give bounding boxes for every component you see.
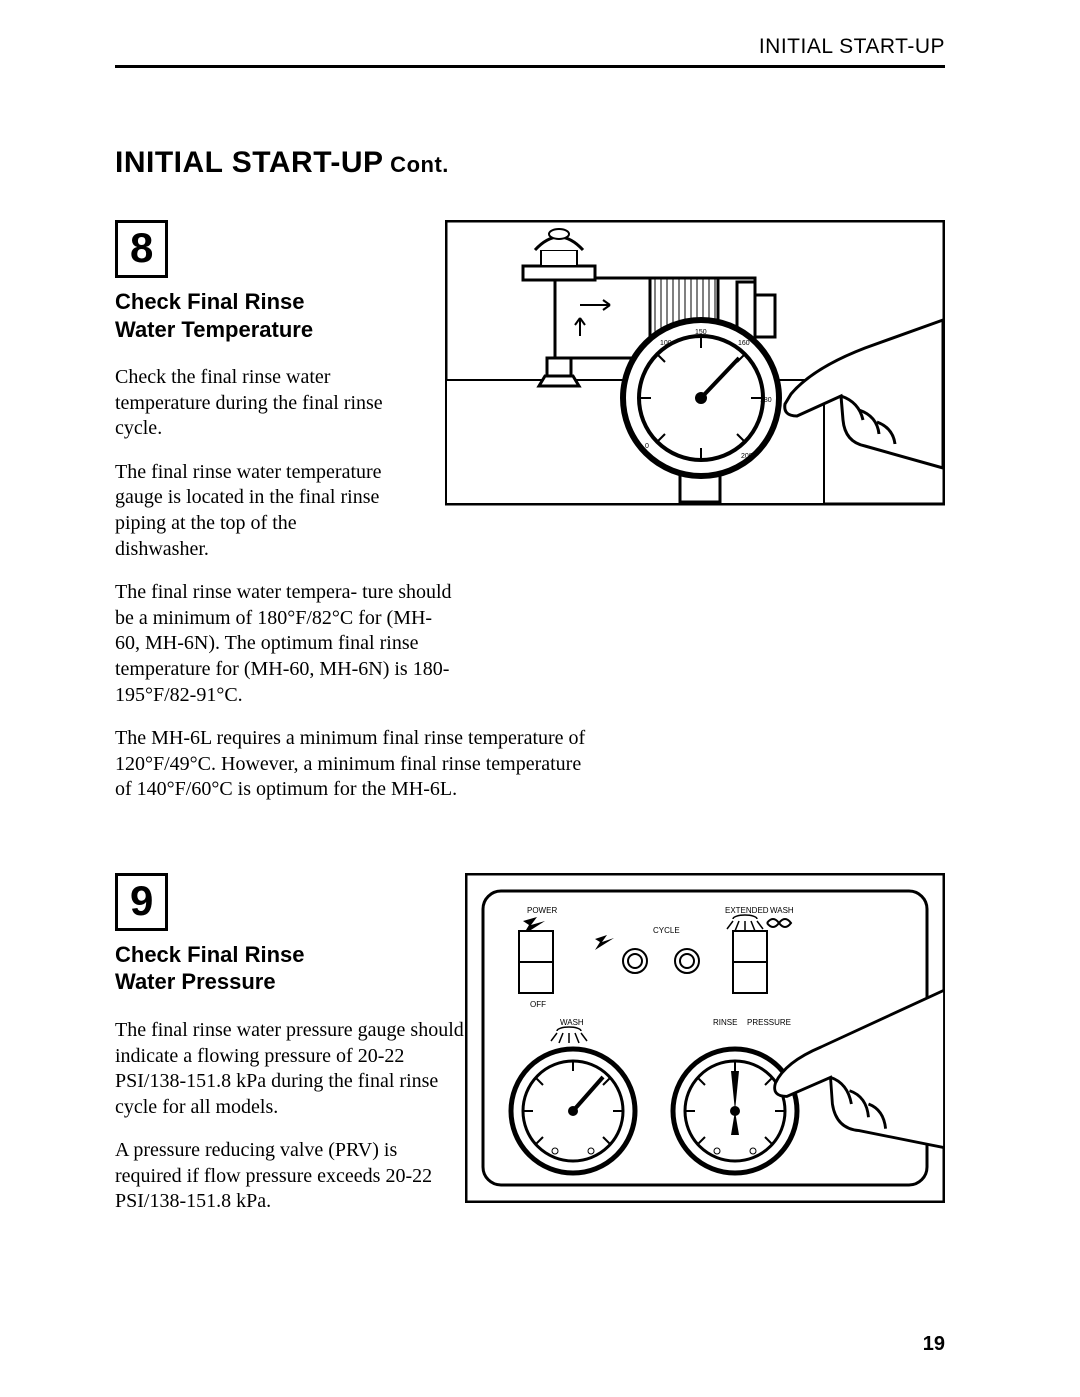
step9-heading-line2: Water Pressure bbox=[115, 969, 276, 994]
label-power: POWER bbox=[527, 906, 557, 915]
title-cont: Cont. bbox=[384, 152, 449, 177]
page-number: 19 bbox=[923, 1333, 945, 1356]
gauge-tick: 200 bbox=[741, 453, 753, 460]
step9-heading-line1: Check Final Rinse bbox=[115, 942, 305, 967]
figure-control-panel: POWER EXTENDED WASH CYCLE bbox=[465, 873, 945, 1203]
gauge-tick: 180 bbox=[760, 397, 772, 404]
gauge-tick: 160 bbox=[738, 340, 750, 347]
running-head: INITIAL START-UP bbox=[115, 35, 945, 59]
label-extended: EXTENDED bbox=[725, 906, 769, 915]
label-off: OFF bbox=[530, 1000, 546, 1009]
section-9: 9 Check Final Rinse Water Pressure The f… bbox=[115, 873, 945, 1215]
step9-para2: A pressure reducing valve (PRV) is requi… bbox=[115, 1138, 465, 1215]
header-rule bbox=[115, 65, 945, 68]
label-extwash: WASH bbox=[770, 906, 794, 915]
step8-heading-line1: Check Final Rinse bbox=[115, 289, 305, 314]
label-rinse: RINSE bbox=[713, 1018, 737, 1027]
gauge-tick: 0 bbox=[645, 443, 649, 450]
step8-para1: Check the final rinse water temperature … bbox=[115, 365, 395, 442]
label-cycle: CYCLE bbox=[653, 926, 680, 935]
figure-temperature-gauge: 100 150 160 180 200 0 bbox=[445, 220, 945, 530]
step9-heading: Check Final Rinse Water Pressure bbox=[115, 941, 465, 996]
section-8: 8 Check Final Rinse Water Temperature Ch… bbox=[115, 220, 945, 803]
step9-para1: The final rinse water pressure gauge sho… bbox=[115, 1018, 465, 1120]
step8-para3: The final rinse water tempera- ture shou… bbox=[115, 580, 455, 708]
step8-heading-line2: Water Temperature bbox=[115, 317, 313, 342]
gauge-tick: 150 bbox=[695, 329, 707, 336]
step8-para2: The final rinse water temperature gauge … bbox=[115, 460, 395, 562]
page-title: INITIAL START-UP Cont. bbox=[115, 146, 945, 180]
gauge-tick: 100 bbox=[660, 340, 672, 347]
step-number-8: 8 bbox=[115, 220, 168, 278]
step-number-9: 9 bbox=[115, 873, 168, 931]
title-main: INITIAL START-UP bbox=[115, 146, 384, 179]
step8-para4: The MH-6L requires a minimum final rinse… bbox=[115, 726, 595, 803]
label-wash: WASH bbox=[560, 1018, 584, 1027]
label-pressure: PRESSURE bbox=[747, 1018, 791, 1027]
